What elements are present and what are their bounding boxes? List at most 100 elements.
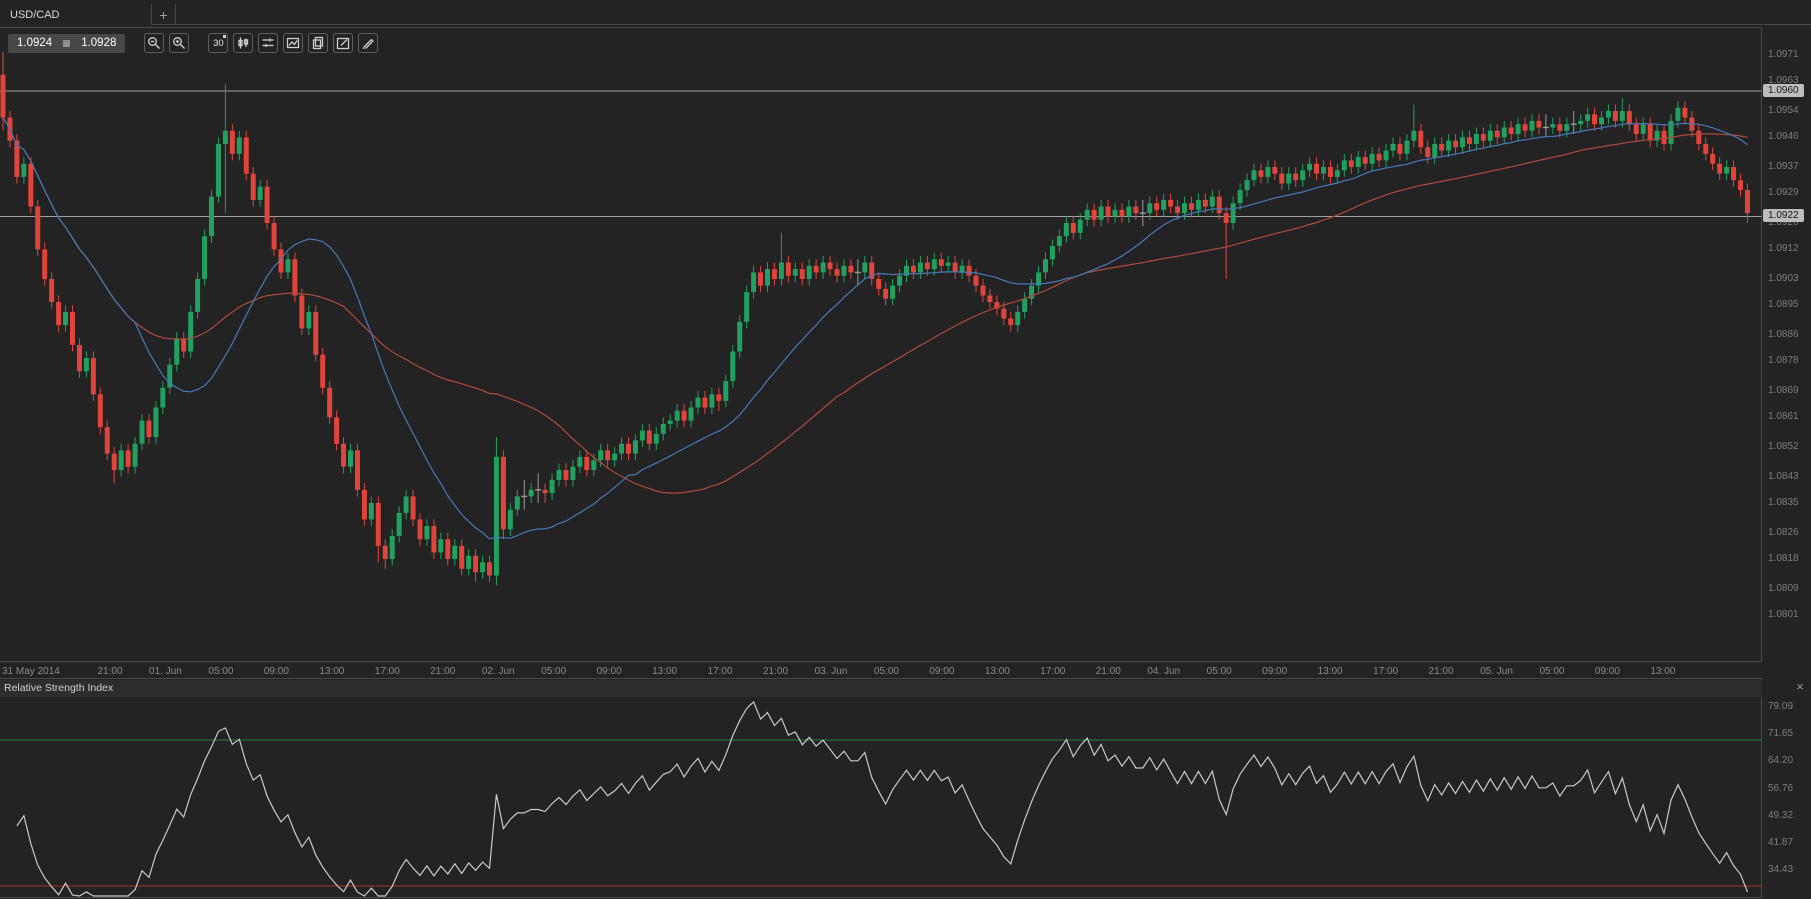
candle-body: [626, 443, 631, 454]
rsi-panel-header: Relative Strength Index: [0, 680, 1762, 697]
candle-body: [737, 321, 743, 352]
candle-body: [188, 311, 194, 352]
candle-body: [1265, 167, 1271, 177]
candle-body: [1022, 298, 1028, 312]
candle-body: [1049, 246, 1055, 260]
candle-body: [612, 453, 618, 461]
candle-body: [160, 387, 166, 408]
candle-body: [299, 295, 305, 329]
edit-chart-button[interactable]: [333, 33, 354, 53]
candle-body: [1397, 143, 1403, 154]
candle-body: [313, 311, 319, 355]
candle-body: [966, 265, 972, 276]
price-tick: 1.0903: [1768, 273, 1799, 284]
candle-body: [1230, 203, 1236, 223]
zoom-in-button[interactable]: [169, 33, 190, 53]
rsi-close-button[interactable]: ×: [1796, 679, 1804, 694]
candle-body: [556, 470, 562, 480]
timeframe-label: 30: [213, 37, 224, 49]
time-label: 17:00: [1373, 666, 1399, 677]
candle-body: [1446, 140, 1452, 151]
time-label: 04. Jun: [1147, 666, 1181, 677]
candle-body: [1432, 143, 1438, 158]
candle-body: [0, 74, 6, 118]
time-label: 09:00: [1262, 666, 1288, 677]
candle-body: [285, 259, 291, 273]
candle-body: [1008, 318, 1014, 326]
candle-body: [605, 450, 611, 461]
candle-body: [473, 555, 479, 573]
candle-body: [716, 394, 722, 401]
indicators-button[interactable]: [258, 33, 279, 53]
price-tick: 1.0826: [1768, 526, 1799, 538]
candle-body: [1411, 130, 1417, 141]
candle-body: [1355, 157, 1361, 167]
candle-body: [341, 443, 347, 467]
candle-body: [334, 417, 340, 444]
candle-body: [1619, 111, 1625, 121]
edit-icon: [337, 37, 350, 50]
copy-chart-button[interactable]: [308, 33, 329, 53]
candle-body: [1376, 153, 1382, 161]
candle-body: [1710, 153, 1716, 164]
price-tick: 1.0818: [1768, 553, 1799, 564]
candle-body: [514, 496, 520, 510]
sliders-icon: [262, 38, 274, 47]
candle-body: [236, 137, 242, 154]
candle-body: [1070, 223, 1076, 233]
candle-body: [1640, 124, 1646, 135]
timeframe-button[interactable]: 30: [208, 33, 229, 53]
candle-body: [924, 262, 930, 270]
candle-body: [1522, 124, 1528, 131]
chart-type-button[interactable]: [233, 33, 254, 53]
candle-body: [598, 450, 604, 461]
candle-body: [500, 456, 506, 530]
candle-body: [257, 186, 263, 200]
quote-panel[interactable]: 1.0924 1.0928: [8, 33, 126, 53]
candle-body: [1084, 209, 1090, 220]
price-badge: 1.0960: [1763, 84, 1804, 98]
candle-body: [549, 479, 555, 494]
time-label: 05:00: [873, 666, 899, 677]
candle-body: [1654, 130, 1660, 141]
candle-body: [146, 420, 152, 438]
candle-body: [1321, 167, 1326, 174]
candle-body: [938, 259, 944, 266]
time-label: 09:00: [596, 666, 622, 677]
candle-body: [1223, 213, 1229, 223]
candle-body: [445, 539, 451, 559]
candle-body: [174, 338, 180, 365]
rsi-tick: 71.65: [1768, 728, 1794, 740]
candle-body: [1334, 170, 1340, 177]
candle-body: [765, 269, 770, 286]
draw-button[interactable]: [358, 33, 379, 53]
price-tick: 1.0886: [1768, 329, 1799, 340]
candle-body: [897, 275, 903, 286]
time-label: 17:00: [374, 666, 400, 677]
new-tab-button[interactable]: +: [152, 4, 176, 25]
candle-body: [1661, 130, 1667, 144]
time-label: 17:00: [1040, 666, 1066, 677]
tab-usdcad[interactable]: USD/CAD: [0, 4, 152, 25]
price-tick: 1.0937: [1768, 161, 1799, 172]
candle-body: [1682, 107, 1688, 118]
chart-toolbar: 1.0924 1.0928 30: [8, 33, 379, 53]
candle-body: [21, 163, 27, 177]
candle-body: [577, 456, 583, 467]
zoom-out-button[interactable]: [144, 33, 165, 53]
chart-options-button[interactable]: [283, 33, 304, 53]
candle-body: [132, 443, 138, 467]
price-tick: 1.0869: [1768, 385, 1799, 396]
candle-body: [952, 262, 958, 273]
candle-body: [459, 545, 465, 569]
candle-body: [862, 262, 868, 273]
candle-body: [542, 489, 548, 494]
candle-body: [1029, 285, 1035, 299]
rsi-tick: 79.09: [1768, 701, 1794, 712]
candle-body: [1626, 111, 1632, 125]
candle-body: [1154, 203, 1160, 210]
price-tick: 1.0861: [1768, 411, 1799, 423]
candle-body: [382, 545, 388, 559]
